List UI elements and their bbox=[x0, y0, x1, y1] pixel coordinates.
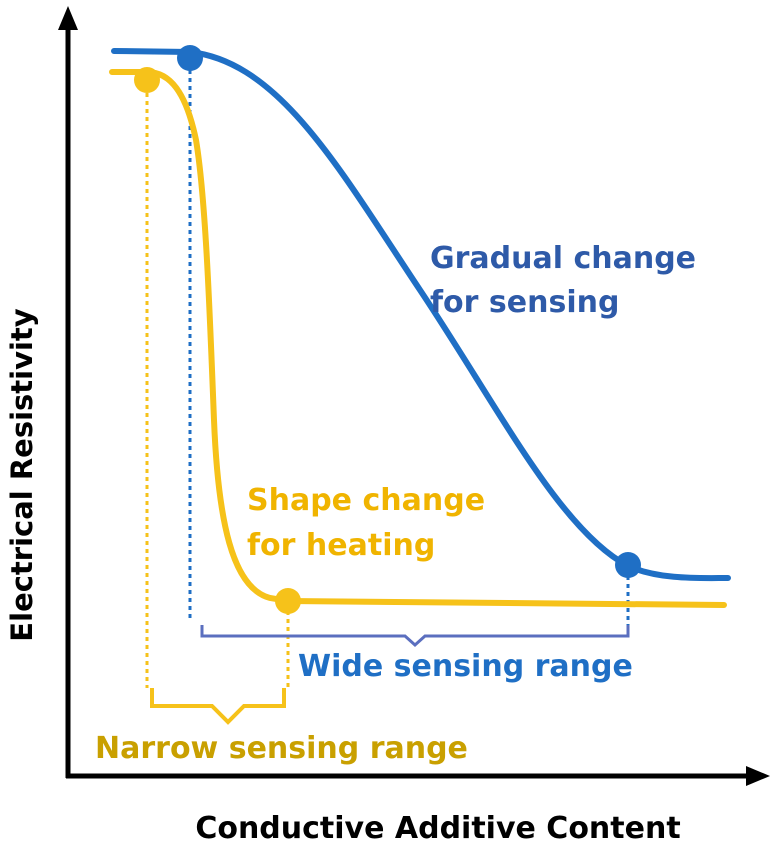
blue-curve bbox=[111, 48, 731, 582]
guide-lines bbox=[145, 62, 630, 688]
yellow-end-point bbox=[275, 588, 301, 614]
x-axis-arrowhead bbox=[746, 766, 770, 786]
yellow-curve-label-line2: for heating bbox=[247, 528, 435, 563]
wide-range-label: Wide sensing range bbox=[298, 649, 633, 684]
narrow-range-brace bbox=[150, 688, 286, 725]
yellow-curve bbox=[109, 69, 727, 608]
axes bbox=[58, 6, 770, 786]
yellow-curve-label-line1: Shape change bbox=[247, 483, 485, 518]
wide-range-brace bbox=[200, 625, 630, 648]
blue-curve-label-line2: for sensing bbox=[430, 285, 619, 320]
blue-start-point bbox=[177, 45, 203, 71]
y-axis-arrowhead bbox=[58, 6, 78, 30]
x-axis-label: Conductive Additive Content bbox=[195, 811, 680, 841]
y-axis-label: Electrical Resistivity bbox=[5, 308, 39, 641]
yellow-start-point bbox=[134, 67, 160, 93]
blue-end-point bbox=[615, 552, 641, 578]
narrow-range-label: Narrow sensing range bbox=[95, 731, 468, 766]
blue-curve-label-line1: Gradual change bbox=[430, 241, 696, 276]
